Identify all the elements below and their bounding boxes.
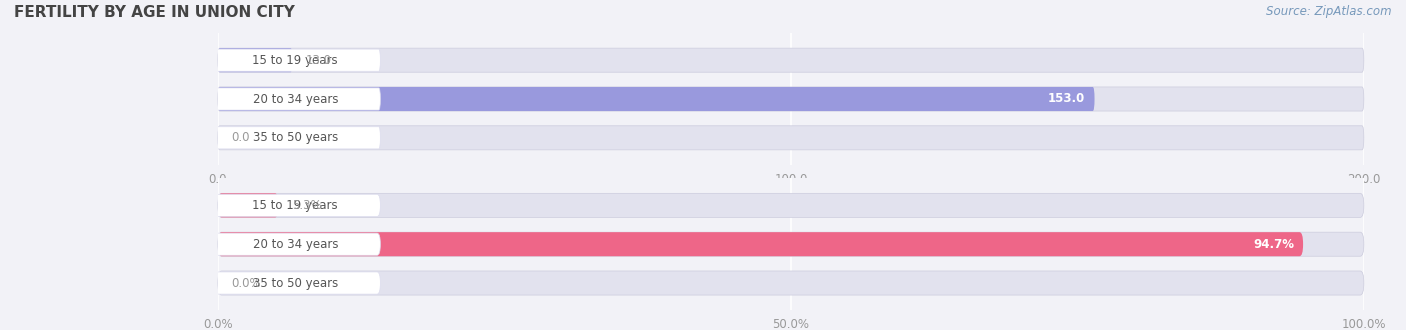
FancyBboxPatch shape bbox=[209, 88, 381, 110]
Text: 20 to 34 years: 20 to 34 years bbox=[253, 92, 337, 106]
Text: FERTILITY BY AGE IN UNION CITY: FERTILITY BY AGE IN UNION CITY bbox=[14, 5, 295, 20]
Text: 15 to 19 years: 15 to 19 years bbox=[253, 54, 337, 67]
Text: 35 to 50 years: 35 to 50 years bbox=[253, 131, 337, 144]
Text: 153.0: 153.0 bbox=[1047, 92, 1085, 106]
Text: 0.0%: 0.0% bbox=[232, 277, 262, 289]
FancyBboxPatch shape bbox=[218, 87, 1364, 111]
FancyBboxPatch shape bbox=[218, 48, 292, 72]
FancyBboxPatch shape bbox=[209, 272, 381, 294]
FancyBboxPatch shape bbox=[209, 49, 381, 71]
FancyBboxPatch shape bbox=[218, 232, 1364, 256]
Text: 20 to 34 years: 20 to 34 years bbox=[253, 238, 337, 251]
Text: 5.3%: 5.3% bbox=[292, 199, 322, 212]
Text: 15 to 19 years: 15 to 19 years bbox=[253, 199, 337, 212]
FancyBboxPatch shape bbox=[209, 233, 381, 255]
FancyBboxPatch shape bbox=[209, 127, 381, 149]
FancyBboxPatch shape bbox=[218, 87, 1094, 111]
FancyBboxPatch shape bbox=[218, 193, 1364, 217]
FancyBboxPatch shape bbox=[209, 194, 381, 216]
Text: 0.0: 0.0 bbox=[232, 131, 250, 144]
FancyBboxPatch shape bbox=[218, 232, 1303, 256]
FancyBboxPatch shape bbox=[218, 126, 1364, 150]
FancyBboxPatch shape bbox=[218, 271, 1364, 295]
FancyBboxPatch shape bbox=[218, 193, 278, 217]
Text: Source: ZipAtlas.com: Source: ZipAtlas.com bbox=[1267, 5, 1392, 18]
Text: 13.0: 13.0 bbox=[307, 54, 332, 67]
Text: 35 to 50 years: 35 to 50 years bbox=[253, 277, 337, 289]
FancyBboxPatch shape bbox=[218, 48, 1364, 72]
Text: 94.7%: 94.7% bbox=[1253, 238, 1294, 251]
